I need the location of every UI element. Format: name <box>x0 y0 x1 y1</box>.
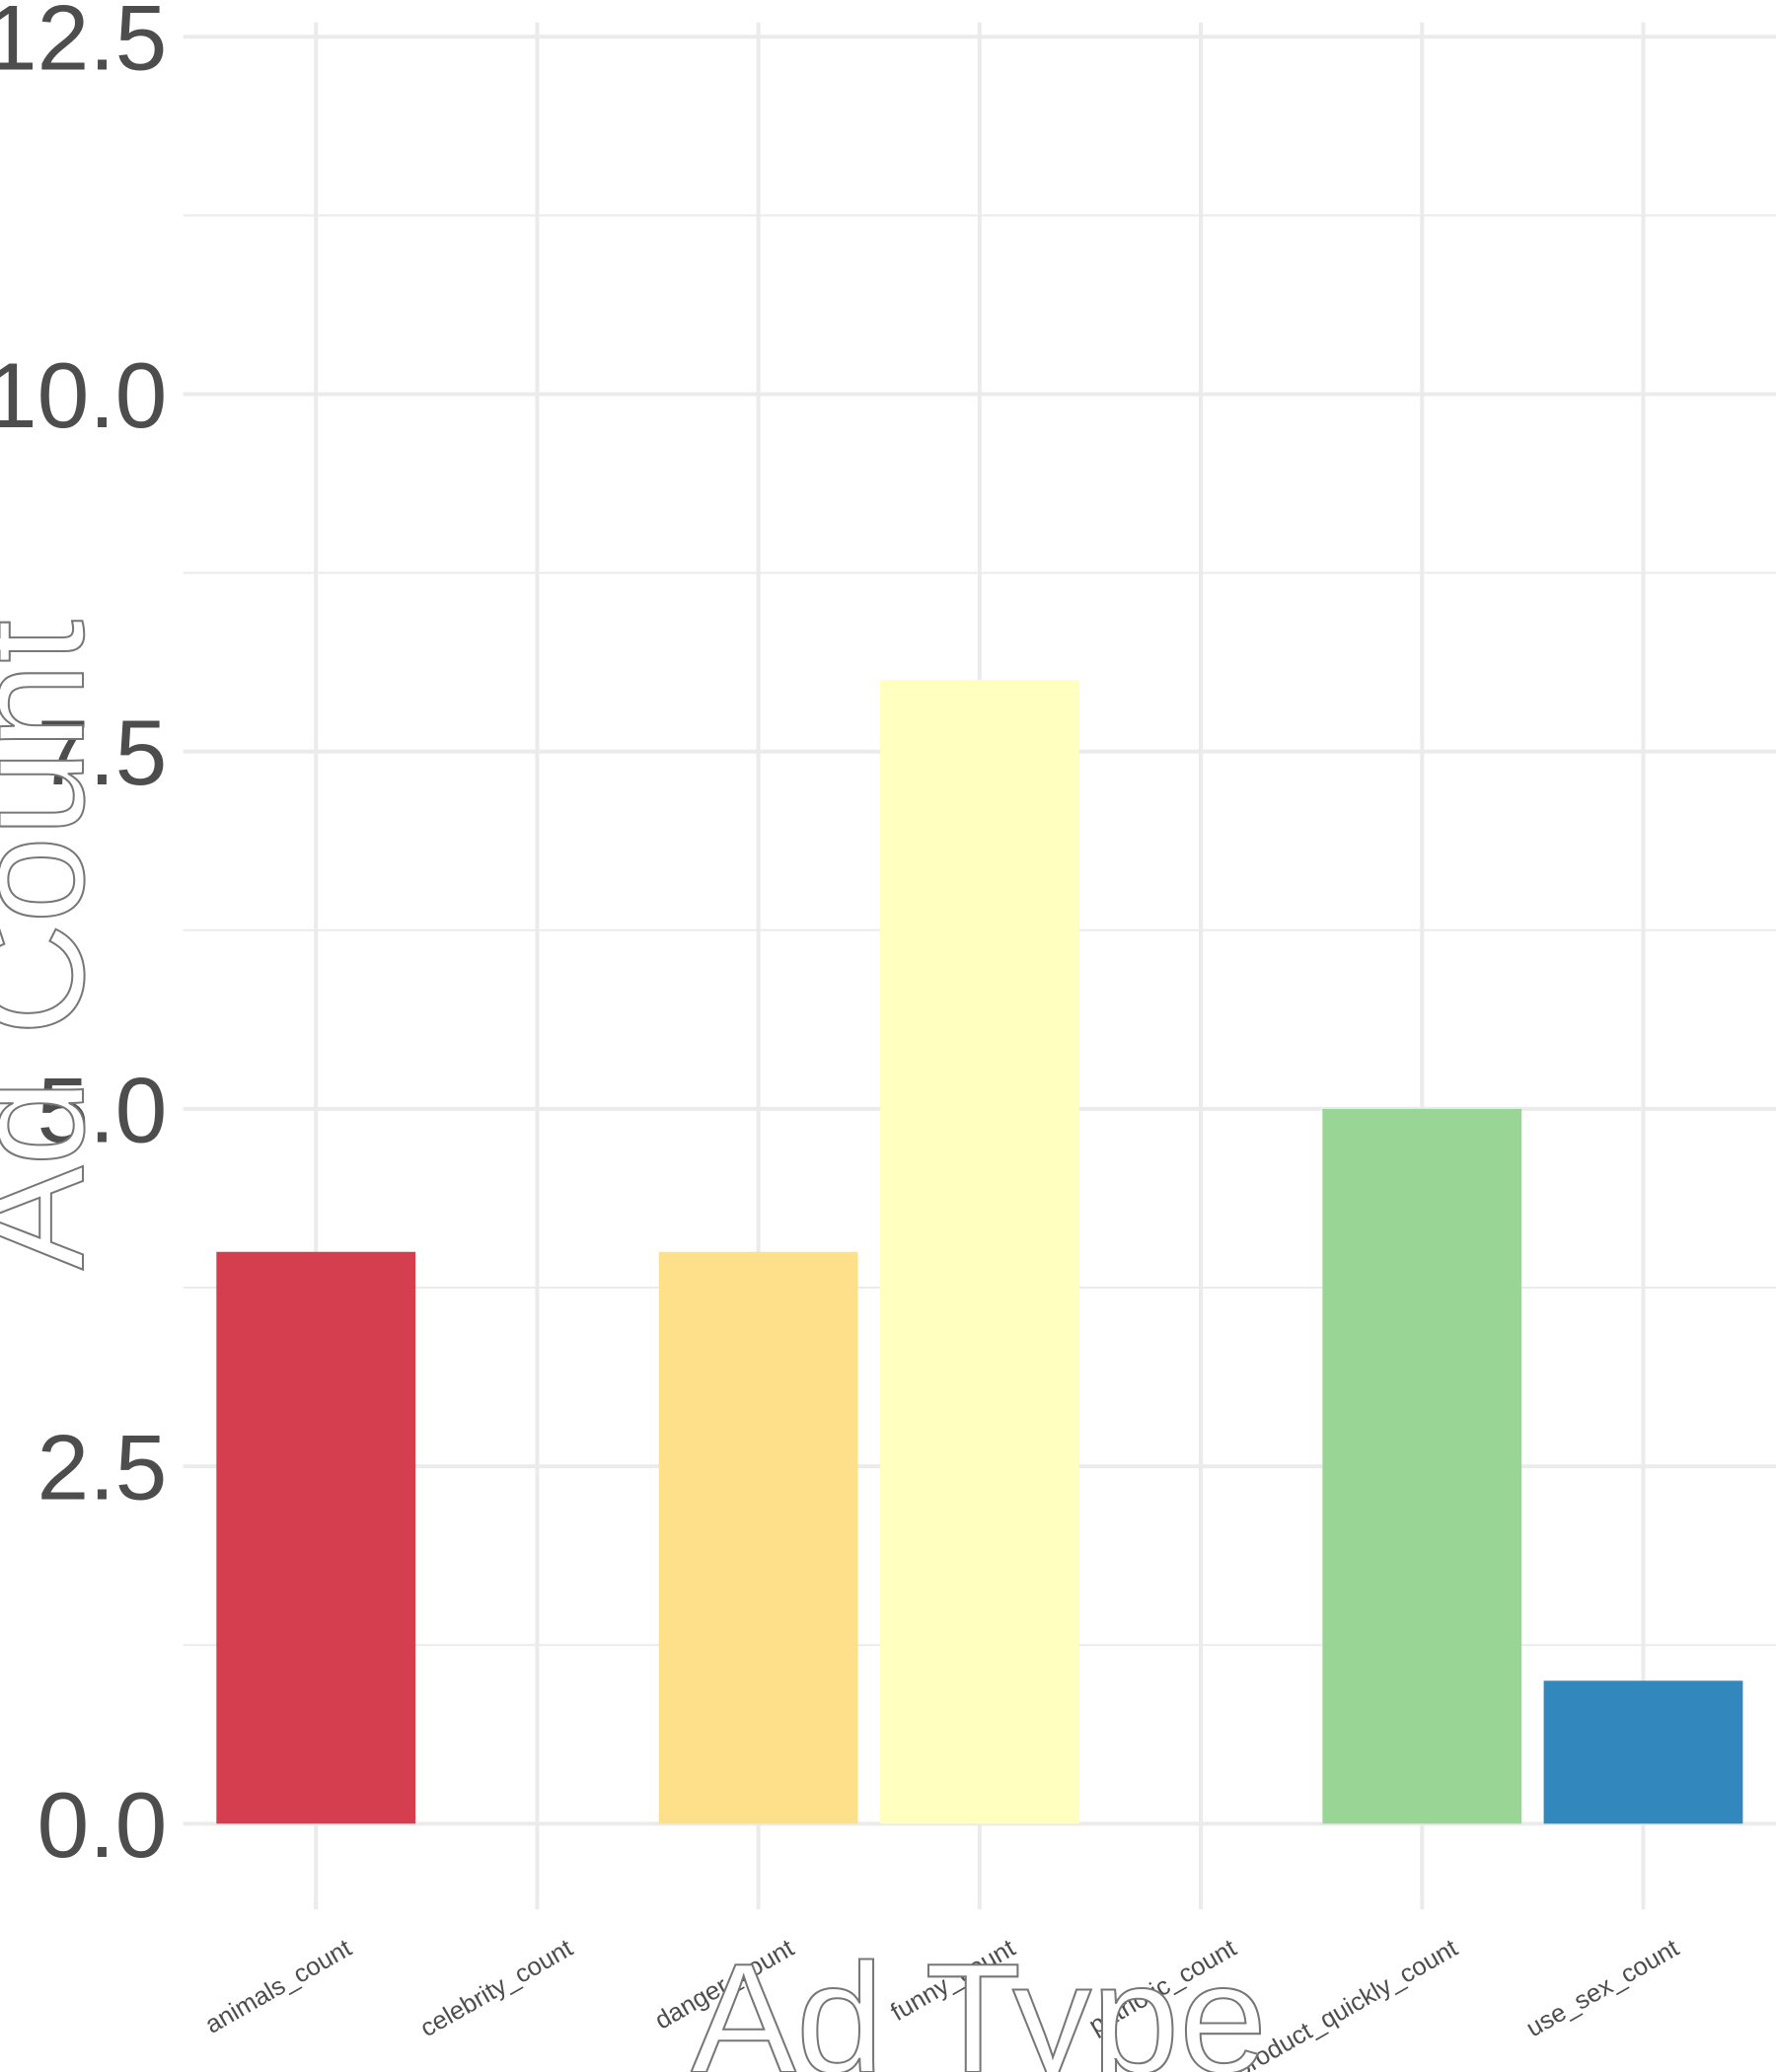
x-tick-label: celebrity_count <box>415 1935 577 2043</box>
y-tick-label: 0.0 <box>37 1773 168 1876</box>
bar <box>1543 1680 1743 1824</box>
y-tick-label: 10.0 <box>0 343 167 446</box>
bar <box>879 680 1079 1824</box>
y-tick-label: 7.5 <box>37 702 168 804</box>
x-tick-label: animals_count <box>200 1935 356 2039</box>
y-tick-label: 2.5 <box>37 1416 168 1518</box>
y-tick-label: 12.5 <box>0 0 167 90</box>
y-tick-label: 5.0 <box>37 1059 168 1161</box>
bars <box>216 680 1743 1824</box>
bar <box>1322 1108 1522 1824</box>
y-axis-title: Ad Count <box>0 620 116 1270</box>
x-axis-title: Ad Type <box>691 1931 1267 2072</box>
x-tick-label: use_sex_count <box>1521 1935 1683 2043</box>
bar <box>216 1251 416 1824</box>
bar <box>658 1251 858 1824</box>
